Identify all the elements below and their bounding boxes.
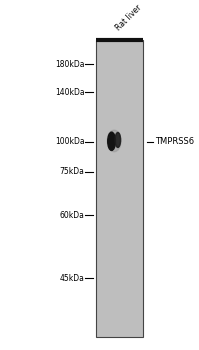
- Ellipse shape: [115, 132, 121, 147]
- Text: 140kDa: 140kDa: [55, 88, 85, 97]
- Ellipse shape: [107, 130, 121, 152]
- Text: 45kDa: 45kDa: [60, 274, 85, 283]
- Text: Rat liver: Rat liver: [114, 3, 143, 32]
- Ellipse shape: [108, 132, 115, 150]
- Bar: [96, 41, 143, 337]
- Text: 100kDa: 100kDa: [55, 138, 85, 146]
- Text: 60kDa: 60kDa: [60, 211, 85, 220]
- Text: 75kDa: 75kDa: [60, 167, 85, 176]
- Text: TMPRSS6: TMPRSS6: [155, 138, 194, 146]
- Text: 180kDa: 180kDa: [55, 60, 85, 69]
